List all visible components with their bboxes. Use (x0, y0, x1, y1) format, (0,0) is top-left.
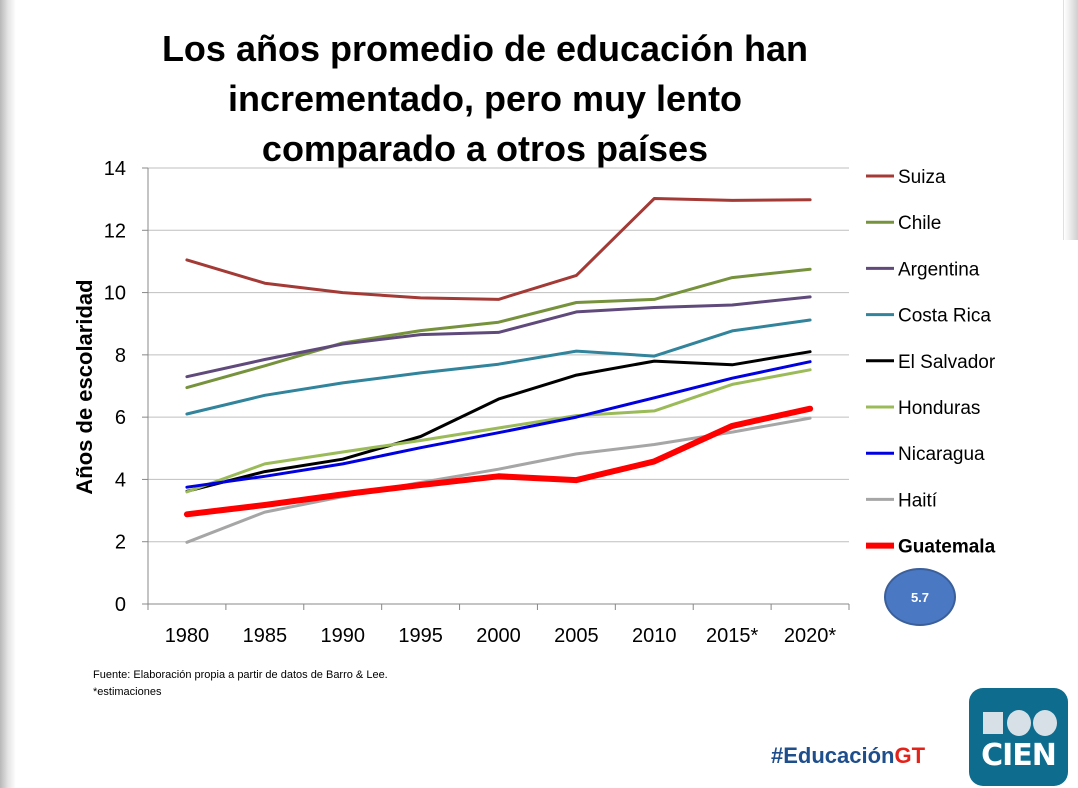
series-line-honduras (185, 368, 812, 494)
legend-label-nicaragua: Nicaragua (898, 444, 985, 465)
y-tick-label: 12 (104, 220, 126, 242)
callout-value: 5.7 (910, 589, 930, 605)
callout-bubble: 5.7 (884, 568, 956, 626)
x-tick-label: 2020* (784, 625, 836, 647)
estimates-note: *estimaciones (93, 686, 162, 698)
legend-label-honduras: Honduras (898, 398, 980, 419)
chart-title: Los años promedio de educación han incre… (161, 28, 809, 169)
series-line-chile (185, 267, 812, 390)
logo-mark-icon (983, 710, 1057, 736)
legend-label-guatemala: Guatemala (898, 537, 996, 558)
hashtag: #EducaciónGT (771, 743, 925, 769)
slide-frame-left (0, 0, 16, 788)
series-line-nicaragua (185, 360, 812, 489)
x-tick-label: 2000 (476, 625, 521, 647)
series-line-suiza (185, 197, 812, 301)
x-tick-label: 2015* (706, 625, 758, 647)
legend-label-chile: Chile (898, 213, 941, 234)
source-line: Fuente: Elaboración propia a partir de d… (93, 669, 388, 681)
series-line-el-salvador (185, 350, 812, 493)
hashtag-prefix: #Educación (771, 743, 895, 768)
legend-label-costa-rica: Costa Rica (898, 306, 991, 327)
x-tick-label: 1995 (398, 625, 443, 647)
x-tick-label: 2010 (632, 625, 677, 647)
y-tick-label: 14 (104, 158, 126, 180)
y-tick-label: 2 (115, 532, 126, 554)
y-tick-label: 0 (115, 594, 126, 616)
legend-label-argentina: Argentina (898, 259, 980, 280)
legend-label-suiza: Suiza (898, 167, 946, 188)
series-line-guatemala (183, 405, 814, 518)
series-line-costa-rica (185, 318, 812, 416)
y-tick-label: 6 (115, 407, 126, 429)
source-note: Fuente: Elaboración propia a partir de d… (93, 667, 388, 701)
legend-label-haití: Haití (898, 490, 938, 511)
x-tick-label: 1985 (243, 625, 288, 647)
slide-frame-right (1063, 0, 1078, 240)
y-axis-label: Años de escolaridad (72, 279, 97, 494)
x-tick-label: 1980 (165, 625, 210, 647)
x-tick-label: 2005 (554, 625, 599, 647)
series-line-argentina (185, 295, 812, 379)
series-line-haití (185, 416, 812, 544)
y-tick-label: 8 (115, 345, 126, 367)
hashtag-suffix: GT (894, 743, 926, 768)
y-tick-label: 4 (115, 469, 126, 491)
logo-name: CIEN (981, 738, 1057, 773)
x-tick-label: 1990 (320, 625, 365, 647)
cien-logo: CIEN (969, 688, 1068, 786)
y-tick-label: 10 (104, 283, 126, 305)
legend-label-el-salvador: El Salvador (898, 352, 996, 373)
